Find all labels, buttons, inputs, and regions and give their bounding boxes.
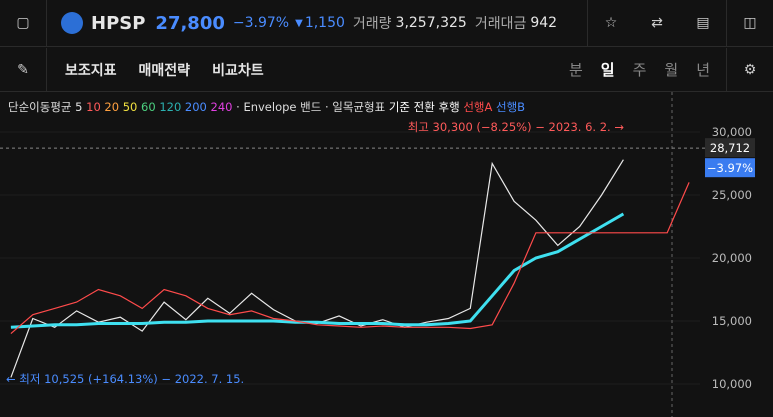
- crosshair-label: 28,712: [710, 141, 750, 155]
- diff: 1,150: [304, 15, 345, 31]
- period-tab[interactable]: 월: [664, 61, 679, 79]
- sidebar-button[interactable]: ▢: [0, 0, 47, 46]
- indicator-legend: 단순이동평균 5 10 20 50 60 120 200 240 · Envel…: [8, 100, 525, 114]
- ma-name: 단순이동평균: [8, 100, 71, 114]
- toolbar-item[interactable]: 매매전략: [138, 62, 191, 79]
- price: 27,800: [155, 12, 225, 34]
- symbol: HPSP: [91, 12, 146, 34]
- ichimoku-line: 선행B: [496, 100, 525, 114]
- ichimoku-line: 후행: [439, 100, 460, 114]
- ma-period: 10: [86, 100, 101, 114]
- y-tick-label: 20,000: [712, 251, 752, 265]
- period-tab[interactable]: 일: [600, 61, 615, 79]
- ma-period: 5: [75, 100, 82, 114]
- toolbar-items: 보조지표 매매전략 비교차트: [65, 60, 264, 80]
- ma-period: 60: [141, 100, 156, 114]
- change-label: −3.97%: [707, 161, 753, 175]
- notes[interactable]: ▤: [696, 15, 710, 31]
- favorite[interactable]: ☆: [587, 0, 634, 46]
- change-tag: [705, 158, 755, 178]
- ma-period: 50: [123, 100, 138, 114]
- high-note: 최고 30,300 (−8.25%) − 2023. 6. 2. →: [408, 120, 625, 134]
- chart: 단순이동평균 5 10 20 50 60 120 200 240 · Envel…: [0, 92, 755, 417]
- ichimoku-line: 선행A: [463, 100, 492, 114]
- ma-period: 20: [104, 100, 119, 114]
- low-note: ← 최저 10,525 (+164.13%) − 2022. 7. 15.: [6, 372, 244, 386]
- period-tab[interactable]: 주: [632, 61, 647, 79]
- y-tick-label: 15,000: [712, 314, 752, 328]
- ma-period: 200: [185, 100, 207, 114]
- toolbar-item[interactable]: 보조지표: [65, 62, 117, 79]
- logo: [61, 12, 83, 34]
- header: ▢ HPSP 27,800 −3.97% ▼ 1,150 거래량 3,257,3…: [0, 0, 773, 47]
- envelope: · Envelope: [236, 100, 296, 114]
- swap[interactable]: ⇄: [651, 15, 663, 31]
- toolbar-item[interactable]: 비교차트: [212, 62, 264, 79]
- volume: 3,257,325: [395, 15, 467, 31]
- settings[interactable]: ⚙: [726, 48, 773, 91]
- volume-label: 거래량: [352, 16, 392, 32]
- series-line: [10, 212, 625, 329]
- crosshair-tag: [705, 138, 755, 158]
- ichimoku-line: 전환: [414, 100, 436, 114]
- period-tab[interactable]: 년: [696, 61, 710, 79]
- y-tick-label: 30,000: [712, 125, 752, 139]
- panel[interactable]: ◫: [726, 0, 773, 46]
- draw-tool[interactable]: ✎: [0, 48, 47, 91]
- amount: 942: [530, 15, 558, 31]
- amount-label: 거래대금: [474, 16, 527, 32]
- y-tick-label: 10,000: [712, 377, 752, 391]
- period-tab[interactable]: 분: [568, 61, 583, 79]
- ma-period: 120: [159, 100, 181, 114]
- change: −3.97%: [232, 15, 290, 31]
- y-tick-label: 25,000: [712, 188, 752, 202]
- band: 밴드 · 일목균형표: [300, 100, 385, 114]
- series-line: [10, 182, 690, 335]
- series-line: [10, 159, 624, 378]
- ichimoku-line: 기준: [389, 100, 410, 114]
- ma-period: 240: [211, 100, 233, 114]
